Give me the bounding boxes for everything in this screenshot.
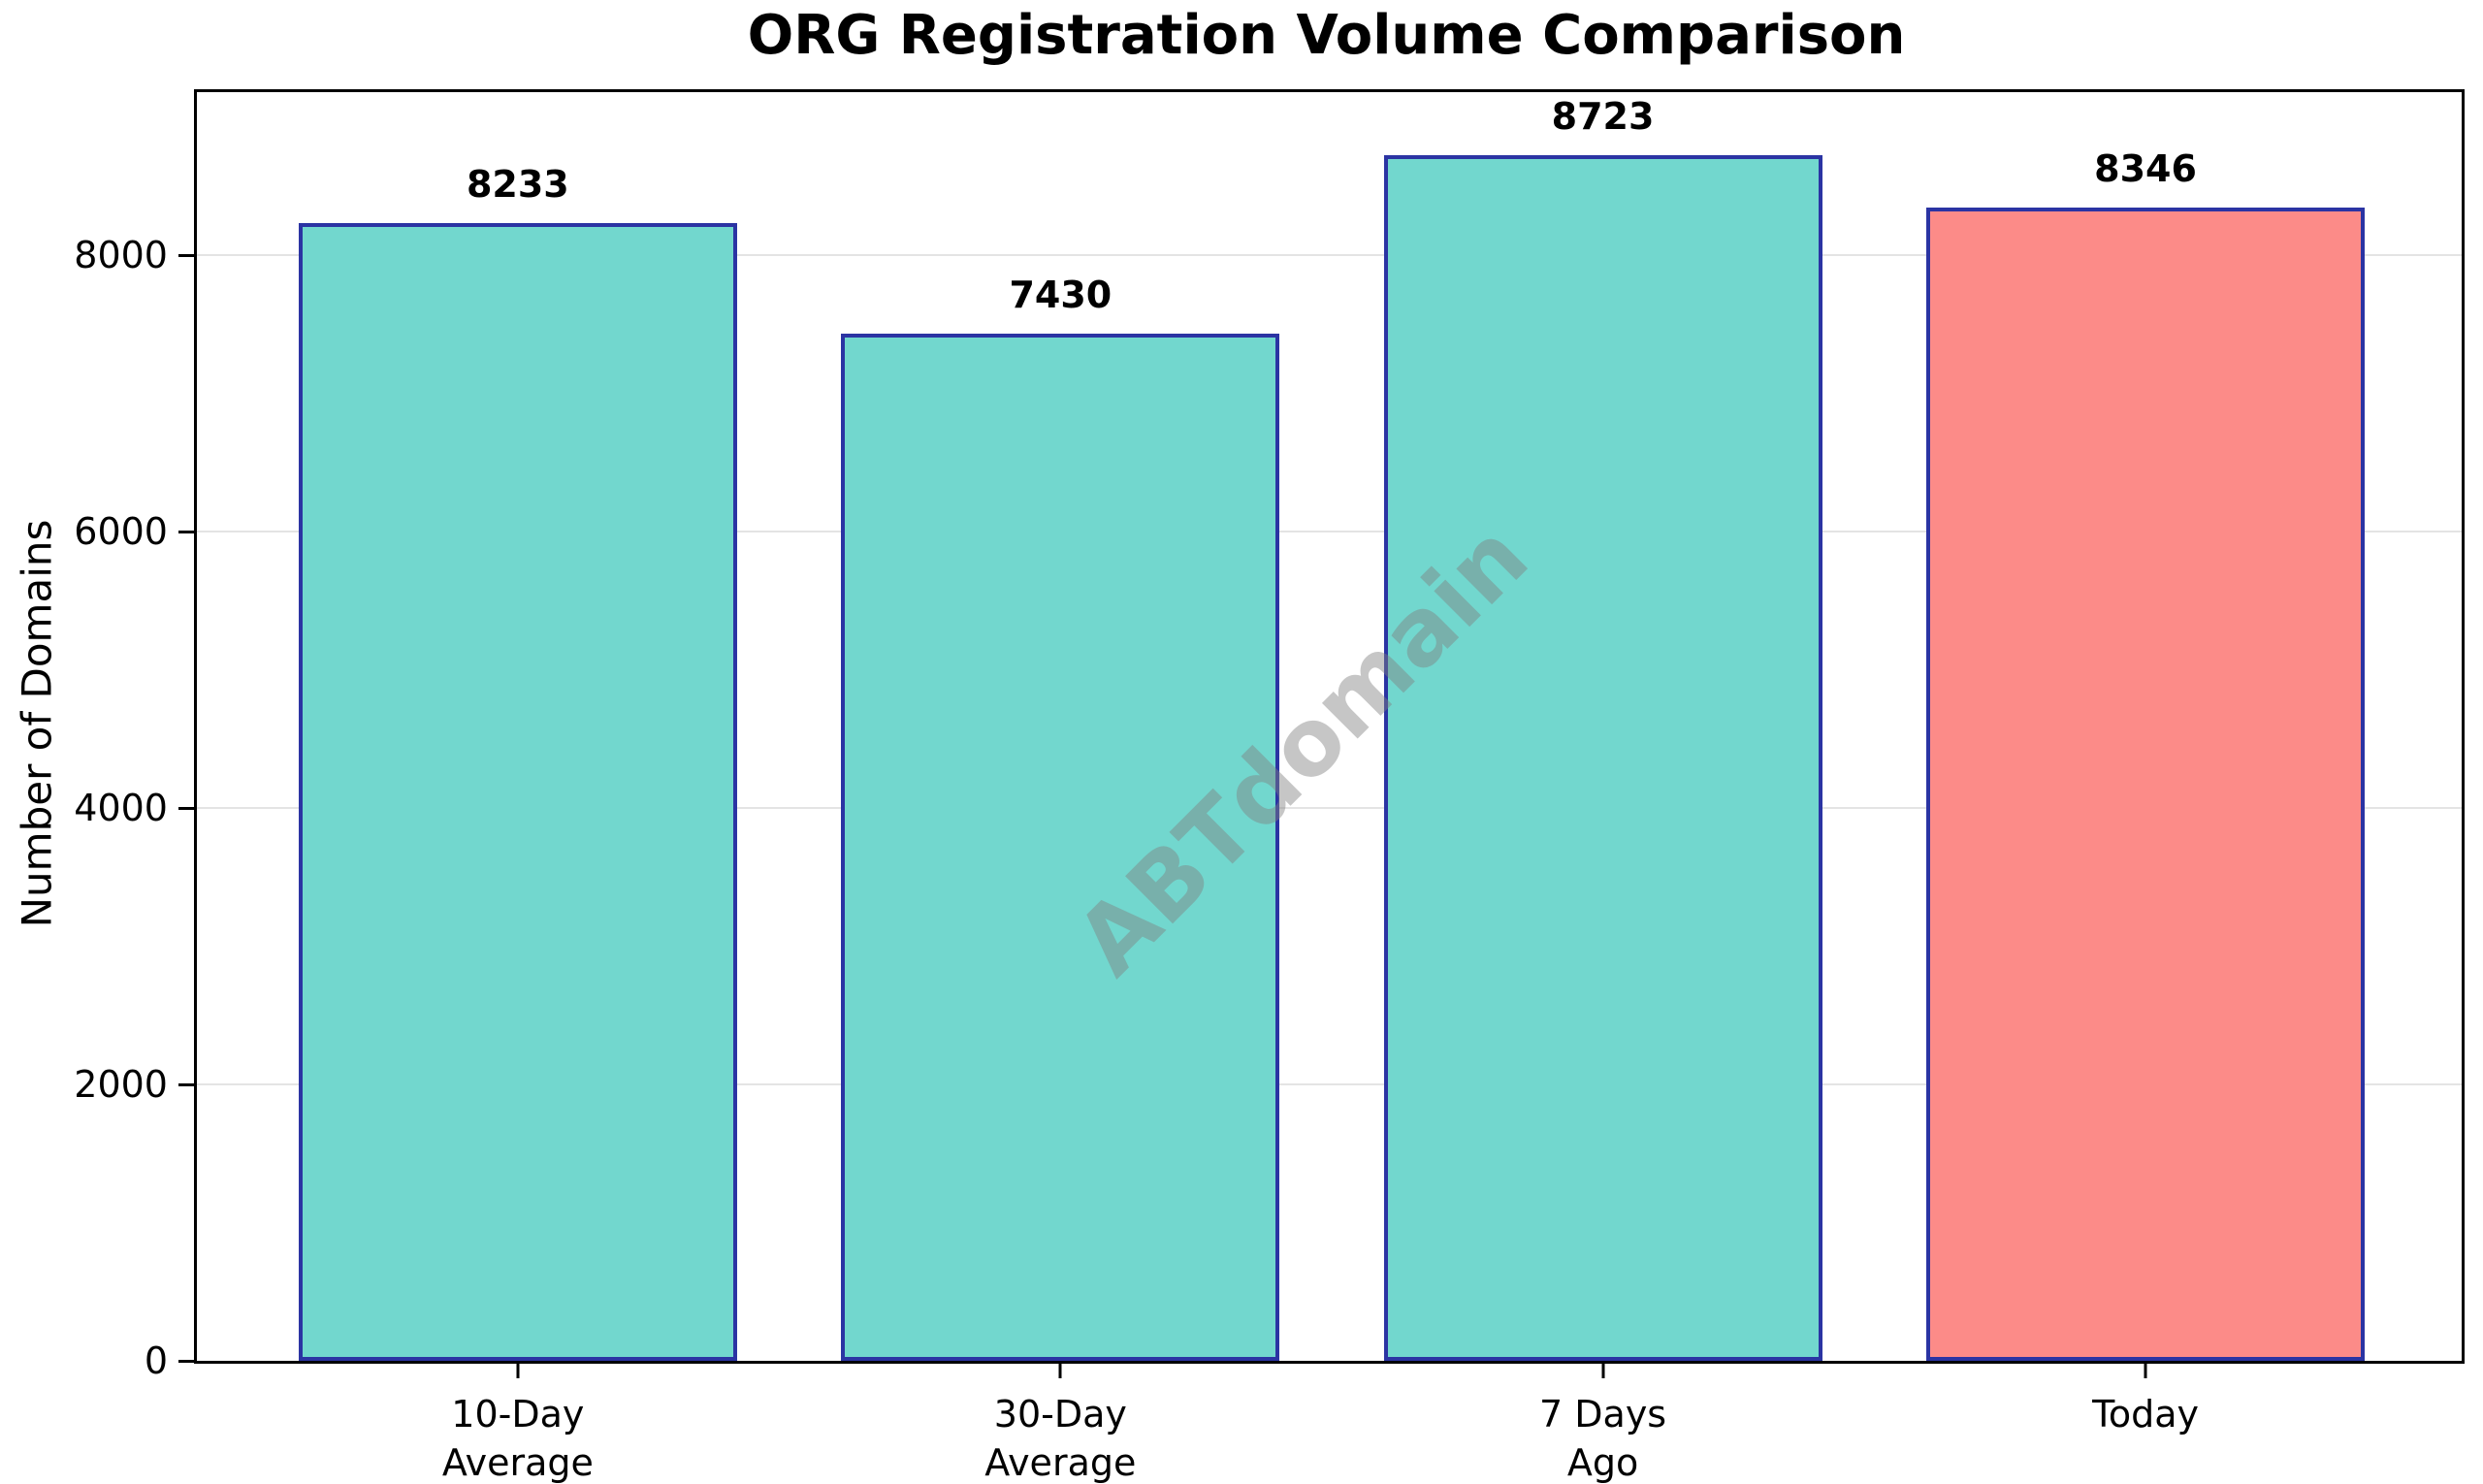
bar-value-label: 8723 xyxy=(1551,95,1655,139)
bar-value-label: 8346 xyxy=(2094,146,2197,190)
y-tick-mark xyxy=(178,1082,197,1086)
plot-area: ABTdomain 0 2000 4000 6000 8000 8233 10-Day Ave… xyxy=(74,89,2465,1484)
x-tick-label-line: 7 Days xyxy=(1539,1393,1667,1436)
bar-10-day-average xyxy=(298,222,737,1361)
bar-30-day-average xyxy=(841,334,1280,1361)
gridline-y-2000 xyxy=(197,1083,2462,1086)
y-tick-mark xyxy=(178,806,197,810)
x-tick-mark xyxy=(516,1361,520,1378)
x-tick-label-line: Today xyxy=(2092,1393,2199,1436)
y-tick-mark xyxy=(178,253,197,257)
bar-7-days-ago xyxy=(1383,155,1822,1361)
x-tick-label-line: Average xyxy=(984,1441,1137,1484)
x-tick-label: 7 Days Ago xyxy=(1539,1390,1666,1484)
x-tick-label: 30-Day Average xyxy=(984,1390,1136,1484)
y-axis-label: Number of Domains xyxy=(13,519,61,928)
y-tick-mark xyxy=(178,1359,197,1363)
x-tick-label: 10-Day Average xyxy=(442,1390,594,1484)
x-tick-label-line: Average xyxy=(441,1441,594,1484)
gridline-y-8000 xyxy=(197,254,2462,257)
y-tick-label: 0 xyxy=(144,1339,168,1382)
x-tick-label-line: 30-Day xyxy=(993,1393,1127,1436)
y-tick-label: 4000 xyxy=(74,787,168,830)
bar-value-label: 8233 xyxy=(466,162,569,206)
y-tick-label: 8000 xyxy=(74,234,168,277)
y-tick-label: 2000 xyxy=(74,1063,168,1107)
x-tick-label: Today xyxy=(2092,1390,2199,1438)
y-tick-mark xyxy=(178,530,197,533)
x-tick-label-line: 10-Day xyxy=(451,1393,585,1436)
gridline-y-6000 xyxy=(197,531,2462,533)
x-tick-label-line: Ago xyxy=(1566,1441,1639,1484)
bar-value-label: 7430 xyxy=(1009,274,1113,317)
y-tick-label: 6000 xyxy=(74,510,168,554)
x-tick-mark xyxy=(1601,1361,1605,1378)
bar-today xyxy=(1926,207,2366,1361)
x-tick-mark xyxy=(2144,1361,2147,1378)
x-tick-mark xyxy=(1058,1361,1062,1378)
gridline-y-4000 xyxy=(197,807,2462,810)
chart-title: ORG Registration Volume Comparison xyxy=(747,4,1906,67)
